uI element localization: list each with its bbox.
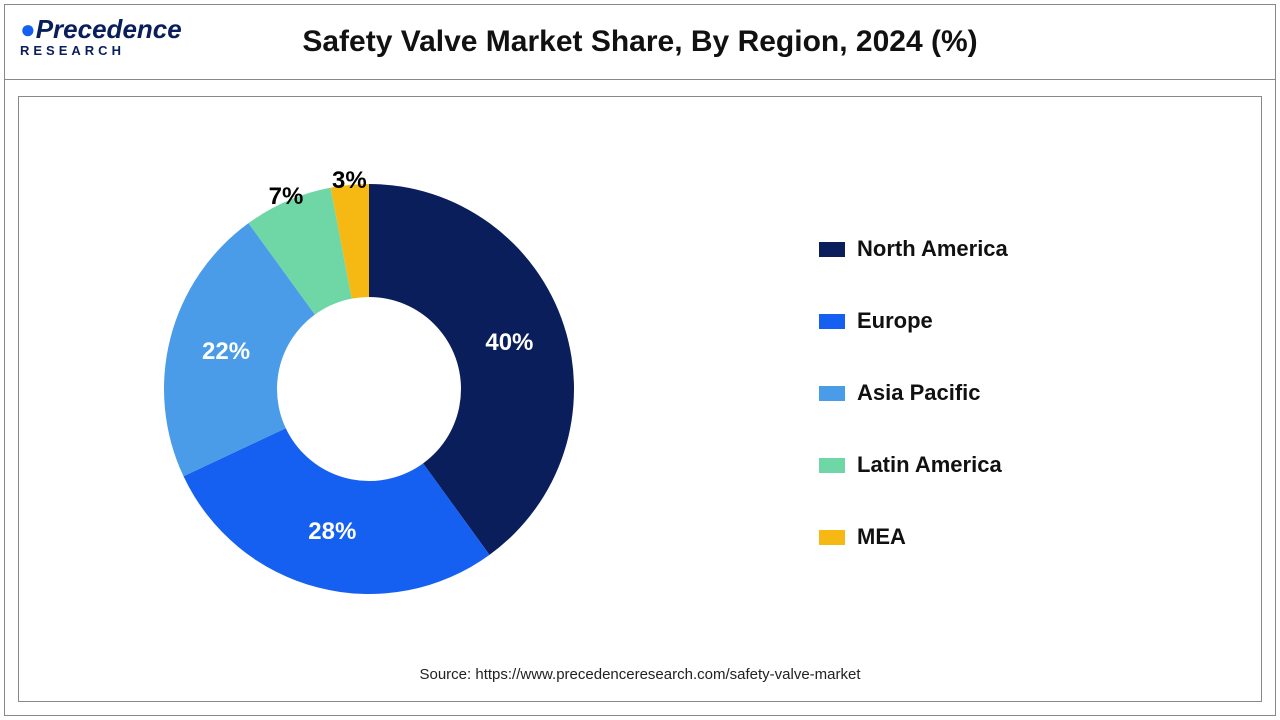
legend-item: North America: [819, 236, 1261, 262]
brand-logo: ●Precedence RESEARCH: [20, 16, 182, 57]
chart-frame: 40% 28% 22% 7% 3% North America Europe Asia Pa…: [18, 96, 1262, 702]
legend-swatch: [819, 242, 845, 257]
legend-item: MEA: [819, 524, 1261, 550]
donut-hole: [277, 297, 461, 481]
chart-area: 40% 28% 22% 7% 3% North America Europe Asia Pa…: [19, 127, 1261, 651]
legend-swatch: [819, 386, 845, 401]
legend-swatch: [819, 530, 845, 545]
slice-label: 40%: [485, 329, 533, 357]
source-text: Source: https://www.precedenceresearch.c…: [19, 666, 1261, 683]
slice-label: 3%: [332, 167, 367, 195]
legend-label: Europe: [857, 308, 933, 334]
legend-item: Latin America: [819, 452, 1261, 478]
slice-label: 22%: [202, 338, 250, 366]
slice-label: 28%: [308, 518, 356, 546]
legend-label: Asia Pacific: [857, 380, 981, 406]
logo-main: ●Precedence: [20, 14, 182, 44]
legend: North America Europe Asia Pacific Latin Ame…: [659, 228, 1261, 550]
legend-swatch: [819, 314, 845, 329]
donut-chart: [159, 179, 579, 599]
legend-item: Europe: [819, 308, 1261, 334]
legend-label: MEA: [857, 524, 906, 550]
logo-sub: RESEARCH: [20, 44, 182, 57]
legend-swatch: [819, 458, 845, 473]
legend-item: Asia Pacific: [819, 380, 1261, 406]
legend-label: North America: [857, 236, 1008, 262]
legend-label: Latin America: [857, 452, 1002, 478]
chart-title: Safety Valve Market Share, By Region, 20…: [4, 25, 1276, 59]
donut-wrap: 40% 28% 22% 7% 3%: [19, 159, 659, 619]
slice-label: 7%: [269, 183, 304, 211]
header-bar: ●Precedence RESEARCH Safety Valve Market…: [4, 4, 1276, 80]
